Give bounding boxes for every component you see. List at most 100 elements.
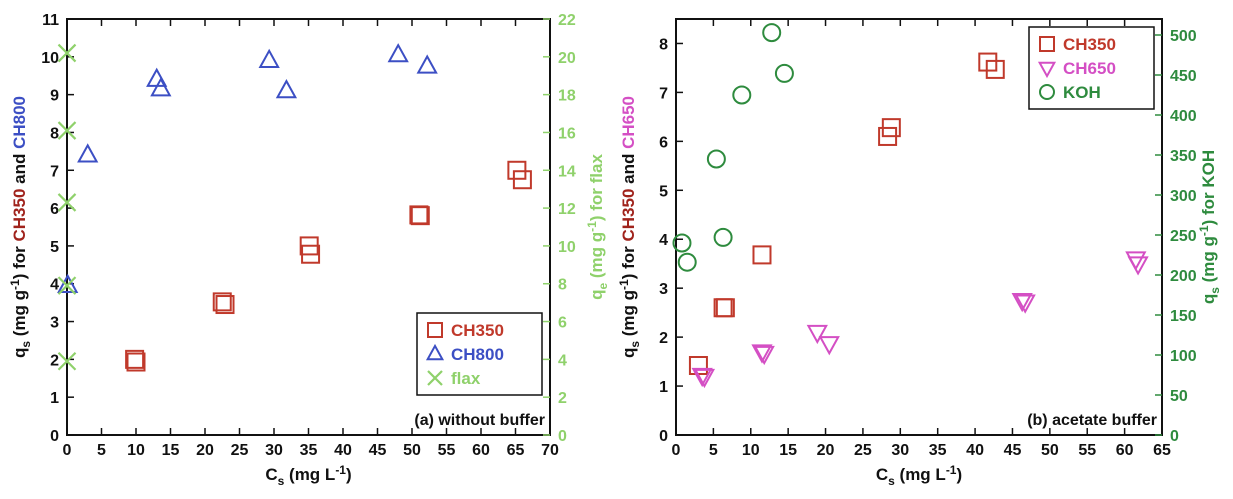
x-tick-label: 50 [403, 442, 421, 459]
x-tick-label: 0 [63, 442, 72, 459]
label-part: q [1199, 294, 1218, 304]
y-right-tick-label: 18 [558, 88, 576, 105]
legend-label-ch350: CH350 [1063, 35, 1116, 54]
label-part: (mg g [587, 232, 606, 283]
panel-label: (b) acetate buffer [1027, 412, 1157, 429]
y-left-tick-label: 0 [659, 428, 668, 445]
legend-label-ch350: CH350 [451, 321, 504, 340]
label-part: q [619, 348, 638, 358]
data-point-ch650 [1014, 294, 1036, 314]
y-right-tick-label: 10 [558, 239, 576, 256]
label-part: CH350 [10, 189, 29, 242]
y-right-tick-label: 6 [558, 315, 567, 332]
y-left-tick-label: 1 [50, 390, 59, 407]
x-tick-label: 50 [1041, 442, 1059, 459]
x-tick-label: 10 [742, 442, 760, 459]
data-point-flax [57, 351, 77, 371]
label-part: s [278, 474, 285, 488]
data-point-ch350 [301, 244, 321, 264]
x-tick-label: 55 [1078, 442, 1096, 459]
x-tick-label: 20 [196, 442, 214, 459]
label-part: -1 [585, 221, 599, 232]
y-left-tick-label: 9 [50, 88, 59, 105]
data-point-ch800 [258, 48, 280, 68]
y-left-tick-label: 0 [50, 428, 59, 445]
x-tick-label: 35 [929, 442, 947, 459]
x-tick-label: 30 [891, 442, 909, 459]
x-tick-label: 35 [300, 442, 318, 459]
y-right-tick-label: 300 [1170, 188, 1197, 205]
y-right-axis-label: qs (mg g-1) for KOH [1197, 150, 1222, 304]
legend-marker-ch800 [425, 343, 445, 361]
label-part: (mg L [289, 465, 335, 484]
data-point-ch650 [1011, 293, 1033, 313]
y-left-tick-label: 8 [659, 36, 668, 53]
legend-marker-ch650 [1037, 61, 1057, 79]
label-part: ) for KOH [1199, 150, 1218, 226]
label-part: ) [956, 465, 962, 484]
data-point-koh [713, 227, 733, 247]
y-right-tick-label: 14 [558, 163, 576, 180]
y-left-tick-label: 3 [659, 281, 668, 298]
label-part: s [19, 341, 33, 348]
plot-frame [675, 18, 1163, 436]
data-point-ch650 [806, 324, 828, 345]
y-right-tick-label: 250 [1170, 228, 1197, 245]
legend: CH350 CH650 KOH [1028, 26, 1155, 110]
label-part: q [10, 348, 29, 358]
data-point-ch650 [751, 344, 773, 364]
label-part: (mg L [900, 465, 946, 484]
y-left-tick-label: 4 [659, 232, 668, 249]
label-part: -1 [617, 279, 631, 290]
data-point-ch650 [818, 336, 840, 356]
data-point-ch350 [985, 59, 1005, 79]
data-point-ch800 [275, 79, 298, 99]
label-part: ) for [619, 241, 638, 279]
x-tick-label: 5 [709, 442, 718, 459]
data-point-ch800 [387, 43, 409, 63]
series-ch350 [125, 160, 532, 372]
label-part: C [876, 465, 888, 484]
label-part: s [1208, 287, 1222, 294]
chart-panel-a: 0 5 10 15 20 25 30 35 40 45 50 55 60 65 70012345678910… [8, 12, 610, 488]
y-left-tick-label: 8 [50, 125, 59, 142]
y-left-tick-label: 7 [50, 163, 59, 180]
data-point-ch650 [693, 368, 716, 389]
label-part: (mg g [619, 290, 638, 341]
y-left-tick-label: 5 [50, 239, 59, 256]
data-point-ch800 [150, 77, 172, 97]
y-left-axis-label: qs (mg g-1) for CH350 and CH800 [8, 96, 33, 358]
label-part: ) for flax [587, 154, 606, 222]
data-point-koh [762, 23, 782, 43]
y-right-tick-label: 0 [1170, 428, 1179, 445]
series-ch800 [57, 43, 438, 293]
chart-panel-b: 0 5 10 15 20 25 30 35 40 45 50 55 60 6501234567805010… [617, 18, 1222, 488]
data-point-ch350 [688, 356, 708, 376]
y-left-tick-label: 4 [50, 277, 59, 294]
data-point-ch350 [212, 292, 232, 312]
y-left-tick-label: 10 [41, 50, 59, 67]
label-part: (mg g [10, 290, 29, 341]
x-tick-label: 25 [231, 442, 249, 459]
x-tick-label: 70 [541, 442, 559, 459]
y-left-tick-label: 3 [50, 315, 59, 332]
y-right-tick-label: 500 [1170, 28, 1197, 45]
label-part: (mg g [1199, 236, 1218, 287]
x-axis-label: Cs (mg L-1) [876, 463, 962, 488]
data-point-koh [672, 233, 692, 253]
y-left-tick-label: 2 [659, 330, 668, 347]
label-part: -1 [946, 463, 957, 477]
legend-box [1028, 26, 1155, 110]
legend-label-ch800: CH800 [451, 345, 504, 364]
x-tick-label: 20 [817, 442, 835, 459]
data-point-ch650 [753, 345, 775, 366]
y-right-tick-label: 22 [558, 12, 576, 29]
x-tick-label: 40 [966, 442, 984, 459]
data-point-koh [732, 85, 752, 105]
legend-label-ch650: CH650 [1063, 59, 1116, 78]
label-part: ) [346, 465, 352, 484]
x-tick-label: 60 [1116, 442, 1134, 459]
data-point-ch350 [126, 352, 146, 372]
x-tick-label: 60 [472, 442, 490, 459]
y-right-tick-label: 2 [558, 390, 567, 407]
